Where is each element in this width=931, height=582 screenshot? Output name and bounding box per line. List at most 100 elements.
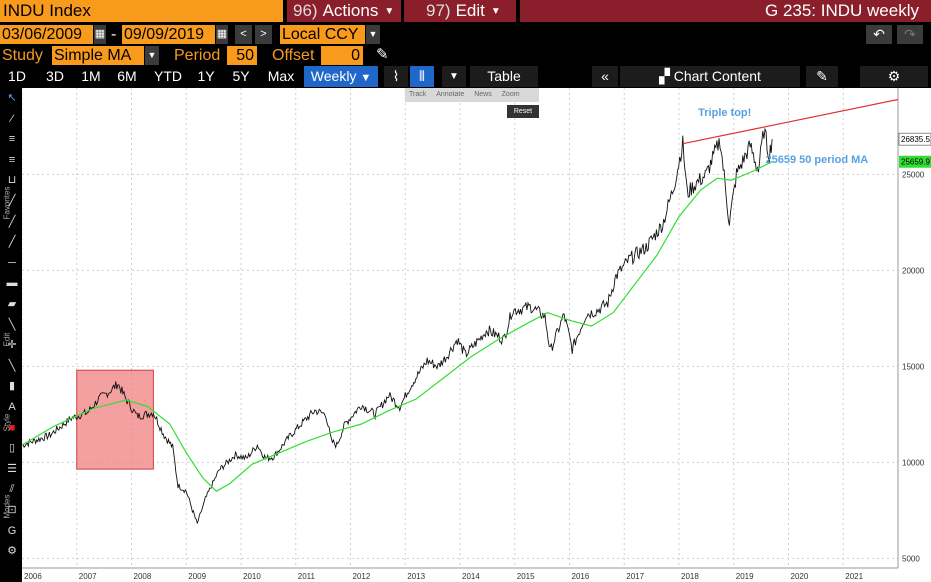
range-button-1m[interactable]: 1M: [78, 66, 104, 87]
date-separator: -: [111, 26, 117, 43]
end-date-input[interactable]: 09/09/2019: [122, 25, 215, 44]
mode-track[interactable]: Track: [409, 91, 427, 98]
x-tick-label: 2007: [79, 572, 97, 581]
mode-zoom[interactable]: Zoom: [501, 91, 520, 98]
line-draw-icon[interactable]: ⁄: [11, 112, 13, 125]
price-chart[interactable]: 2006 2007 2008 2009 2010 2011 2012 2013 2014 2015…: [22, 88, 931, 582]
collapse-icon[interactable]: «: [592, 66, 618, 87]
last-price-tag-box: [898, 132, 931, 146]
start-date-input[interactable]: 03/06/2009: [0, 25, 93, 44]
undo-icon[interactable]: ↶: [866, 25, 892, 44]
ray-icon[interactable]: ╱: [8, 195, 16, 207]
calendar-icon[interactable]: ▦: [94, 25, 106, 44]
range-button-1d[interactable]: 1D: [4, 66, 30, 87]
pencil-icon[interactable]: ✎: [376, 46, 389, 63]
text-icon[interactable]: A: [8, 401, 16, 413]
x-tick-label: 2019: [736, 572, 754, 581]
chevron-left-icon[interactable]: <: [235, 25, 252, 44]
ma-annotation: 25659 50 period MA: [766, 154, 869, 166]
grid-icon[interactable]: ⊡: [7, 504, 17, 516]
list-icon[interactable]: ☰: [7, 462, 17, 475]
x-tick-label: 2016: [572, 572, 590, 581]
horizontal-line-icon[interactable]: ─: [8, 256, 16, 269]
arrow-icon[interactable]: ╱: [8, 236, 16, 249]
candle-chart-icon[interactable]: ⫴: [410, 66, 434, 87]
actions-label: Actions: [322, 1, 379, 20]
x-tick-label: 2011: [298, 572, 316, 581]
x-tick-label: 2009: [188, 572, 206, 581]
frequency-label: Weekly: [310, 68, 357, 84]
edit-label: Edit: [455, 1, 485, 20]
x-tick-label: 2015: [517, 572, 535, 581]
edit-side-label: Edit: [2, 332, 12, 347]
chevron-down-icon[interactable]: ▼: [145, 46, 159, 65]
range-button-3d[interactable]: 3D: [42, 66, 68, 87]
chevron-down-icon[interactable]: ▼: [442, 66, 466, 87]
angle-icon[interactable]: ╲: [8, 359, 16, 372]
style-side-label: Style: [2, 413, 12, 432]
edit-menu[interactable]: 97) Edit ▼: [404, 0, 516, 22]
triple-top-annotation: Triple top!: [698, 107, 751, 119]
study-select[interactable]: Simple MA: [52, 46, 144, 65]
redo-icon[interactable]: ↷: [897, 25, 923, 44]
frequency-select[interactable]: Weekly ▼: [304, 66, 378, 87]
chart-title: G 235: INDU weekly: [520, 0, 931, 22]
price-line: [22, 127, 773, 525]
range-button-max[interactable]: Max: [264, 66, 298, 87]
period-label: Period: [174, 47, 221, 64]
x-tick-label: 2014: [462, 572, 480, 581]
ticker-field[interactable]: INDU Index: [0, 0, 283, 22]
pointer-icon[interactable]: ↖: [7, 92, 17, 104]
x-tick-label: 2018: [681, 572, 699, 581]
range-button-6m[interactable]: 6M: [113, 66, 141, 87]
last-ma-tag: 25659.97: [901, 158, 931, 167]
table-button[interactable]: Table: [470, 66, 538, 87]
g-icon[interactable]: G: [7, 524, 17, 537]
chevron-down-icon: ▼: [490, 5, 501, 17]
actions-num: 96): [293, 1, 318, 20]
delete-icon[interactable]: ▮: [8, 380, 16, 393]
x-tick-label: 2010: [243, 572, 261, 581]
calendar-icon[interactable]: ▦: [216, 25, 228, 44]
gear-icon[interactable]: ⚙: [860, 66, 928, 87]
x-tick-label: 2013: [407, 572, 425, 581]
fill-icon[interactable]: ▯: [8, 442, 16, 455]
x-tick-label: 2006: [24, 572, 42, 581]
rect-icon[interactable]: ▰: [7, 298, 17, 310]
channel-icon[interactable]: ⊔: [7, 174, 17, 187]
chevron-down-icon[interactable]: ▼: [366, 25, 380, 44]
tool-strip: [0, 88, 22, 582]
band-icon[interactable]: ▬: [6, 277, 18, 290]
line-chart-icon[interactable]: ⌇: [384, 66, 408, 87]
currency-select[interactable]: Local CCY: [280, 25, 365, 44]
offset-label: Offset: [272, 47, 315, 64]
trend-icon[interactable]: ╱: [8, 215, 16, 228]
mode-news[interactable]: News: [474, 91, 492, 98]
fib-icon[interactable]: ≡: [8, 133, 16, 146]
study-label: Study: [2, 47, 43, 64]
range-button-5y[interactable]: 5Y: [228, 66, 254, 87]
mode-annotate[interactable]: Annotate: [436, 91, 465, 98]
y-tick-label: 20000: [902, 266, 925, 275]
chevron-right-icon[interactable]: >: [255, 25, 272, 44]
range-button-1y[interactable]: 1Y: [193, 66, 219, 87]
ticker-text: INDU Index: [3, 1, 91, 20]
actions-menu[interactable]: 96) Actions ▼: [287, 0, 401, 22]
x-tick-label: 2020: [791, 572, 809, 581]
last-ma-tag-box: [899, 155, 931, 168]
favorites-label: Favorites: [2, 186, 12, 220]
range-button-ytd[interactable]: YTD: [150, 66, 186, 87]
pen-icon[interactable]: ╲: [8, 318, 16, 331]
reset-button[interactable]: Reset: [507, 105, 539, 118]
pattern-icon[interactable]: ⫽: [9, 483, 15, 496]
offset-input[interactable]: 0: [321, 46, 363, 65]
y-tick-label: 25000: [902, 170, 925, 179]
settings-icon[interactable]: ⚙: [7, 545, 17, 558]
color-icon[interactable]: ■: [8, 421, 16, 434]
edit-chart-icon[interactable]: ✎: [806, 66, 838, 87]
fib-ext-icon[interactable]: ≡: [8, 153, 16, 166]
period-input[interactable]: 50: [227, 46, 257, 65]
crosshair-icon[interactable]: ✛: [7, 339, 17, 352]
chart-content-button[interactable]: ▞ Chart Content: [620, 66, 800, 87]
chart-content-label: Chart Content: [673, 68, 761, 84]
